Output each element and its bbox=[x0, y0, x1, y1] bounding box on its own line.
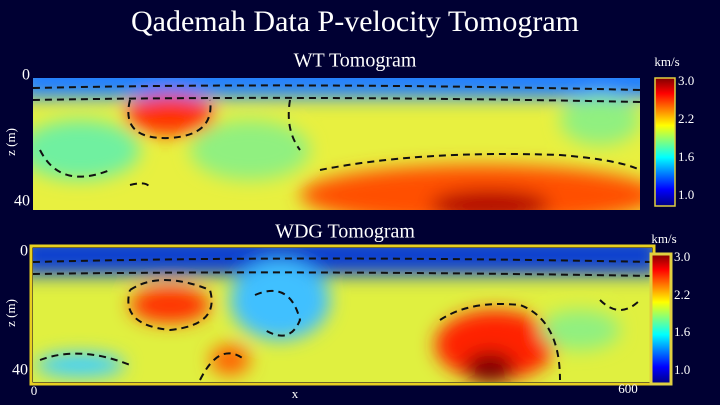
y-tick-label: 40 bbox=[14, 193, 30, 210]
colorbar-tick-label: 1.6 bbox=[678, 149, 695, 164]
y-tick-label: 0 bbox=[20, 243, 28, 260]
colorbar bbox=[654, 77, 676, 207]
colorbar-unit: km/s bbox=[654, 54, 679, 69]
wdg-tomogram-image bbox=[33, 248, 652, 382]
y-axis-label: z (m) bbox=[3, 299, 18, 327]
x-tick-label: 600 bbox=[618, 381, 638, 396]
colorbar bbox=[649, 252, 673, 386]
colorbar-tick-label: 1.6 bbox=[674, 324, 691, 339]
y-tick-label: 0 bbox=[22, 67, 30, 84]
slide-title: Qademah Data P-velocity Tomogram bbox=[131, 5, 579, 38]
colorbar-tick-label: 2.2 bbox=[678, 111, 694, 126]
colorbar-tick-label: 2.2 bbox=[674, 287, 690, 302]
x-axis-label: x bbox=[292, 386, 299, 401]
y-axis-label: z (m) bbox=[3, 128, 18, 156]
x-tick-label: 0 bbox=[31, 383, 38, 398]
colorbar-unit: km/s bbox=[651, 231, 676, 246]
colorbar-tick-label: 1.0 bbox=[674, 362, 690, 377]
colorbar-tick-label: 3.0 bbox=[674, 249, 690, 264]
panel-title: WDG Tomogram bbox=[275, 221, 415, 243]
colorbar-tick-label: 1.0 bbox=[678, 187, 694, 202]
panel-title: WT Tomogram bbox=[294, 50, 417, 72]
y-tick-label: 40 bbox=[12, 362, 28, 379]
colorbar-tick-label: 3.0 bbox=[678, 73, 694, 88]
wt-tomogram-image bbox=[33, 78, 640, 210]
